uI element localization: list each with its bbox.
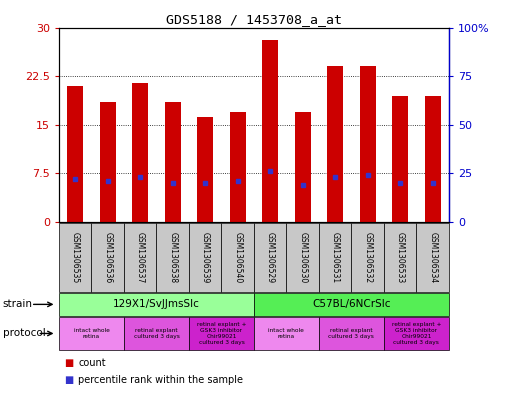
Text: 129X1/SvJJmsSlc: 129X1/SvJJmsSlc bbox=[113, 299, 200, 309]
Bar bbox=[91, 223, 124, 292]
Bar bbox=[327, 66, 343, 222]
Text: retinal explant +
GSK3 inhibitor
Chir99021
cultured 3 days: retinal explant + GSK3 inhibitor Chir990… bbox=[391, 321, 441, 345]
Bar bbox=[351, 223, 384, 292]
Text: intact whole
retina: intact whole retina bbox=[73, 328, 109, 339]
Text: GSM1306530: GSM1306530 bbox=[298, 232, 307, 283]
Bar bbox=[59, 223, 91, 292]
Text: count: count bbox=[78, 358, 106, 368]
Bar bbox=[165, 102, 181, 222]
Bar bbox=[384, 223, 417, 292]
Bar bbox=[286, 223, 319, 292]
Bar bbox=[67, 86, 83, 222]
Bar bbox=[59, 317, 124, 350]
Bar bbox=[254, 223, 286, 292]
Bar bbox=[319, 317, 384, 350]
Text: ■: ■ bbox=[64, 358, 73, 368]
Text: GSM1306537: GSM1306537 bbox=[136, 232, 145, 283]
Text: retinal explant +
GSK3 inhibitor
Chir99021
cultured 3 days: retinal explant + GSK3 inhibitor Chir990… bbox=[196, 321, 246, 345]
Bar bbox=[132, 83, 148, 222]
Text: GSM1306534: GSM1306534 bbox=[428, 232, 437, 283]
Bar bbox=[384, 317, 449, 350]
Text: intact whole
retina: intact whole retina bbox=[268, 328, 304, 339]
Text: ■: ■ bbox=[64, 375, 73, 386]
Text: GSM1306539: GSM1306539 bbox=[201, 232, 210, 283]
Bar bbox=[254, 317, 319, 350]
Text: C57BL/6NCrSlc: C57BL/6NCrSlc bbox=[312, 299, 391, 309]
Bar bbox=[59, 293, 254, 316]
Text: GSM1306538: GSM1306538 bbox=[168, 232, 177, 283]
Text: retinal explant
cultured 3 days: retinal explant cultured 3 days bbox=[133, 328, 180, 339]
Bar bbox=[197, 117, 213, 222]
Text: GSM1306535: GSM1306535 bbox=[71, 232, 80, 283]
Bar bbox=[229, 112, 246, 222]
Bar bbox=[424, 95, 441, 222]
Bar bbox=[156, 223, 189, 292]
Title: GDS5188 / 1453708_a_at: GDS5188 / 1453708_a_at bbox=[166, 13, 342, 26]
Bar bbox=[124, 317, 189, 350]
Bar bbox=[189, 223, 222, 292]
Text: retinal explant
cultured 3 days: retinal explant cultured 3 days bbox=[328, 328, 374, 339]
Text: protocol: protocol bbox=[3, 329, 45, 338]
Bar bbox=[262, 40, 278, 222]
Bar bbox=[319, 223, 351, 292]
Bar bbox=[417, 223, 449, 292]
Bar bbox=[124, 223, 156, 292]
Text: GSM1306533: GSM1306533 bbox=[396, 232, 405, 283]
Text: percentile rank within the sample: percentile rank within the sample bbox=[78, 375, 244, 386]
Text: strain: strain bbox=[3, 299, 32, 309]
Bar bbox=[254, 293, 449, 316]
Bar bbox=[294, 112, 311, 222]
Text: GSM1306532: GSM1306532 bbox=[363, 232, 372, 283]
Bar bbox=[100, 102, 116, 222]
Text: GSM1306531: GSM1306531 bbox=[331, 232, 340, 283]
Bar bbox=[360, 66, 376, 222]
Text: GSM1306540: GSM1306540 bbox=[233, 232, 242, 283]
Bar bbox=[392, 95, 408, 222]
Bar bbox=[189, 317, 254, 350]
Text: GSM1306536: GSM1306536 bbox=[103, 232, 112, 283]
Text: GSM1306529: GSM1306529 bbox=[266, 232, 274, 283]
Bar bbox=[222, 223, 254, 292]
